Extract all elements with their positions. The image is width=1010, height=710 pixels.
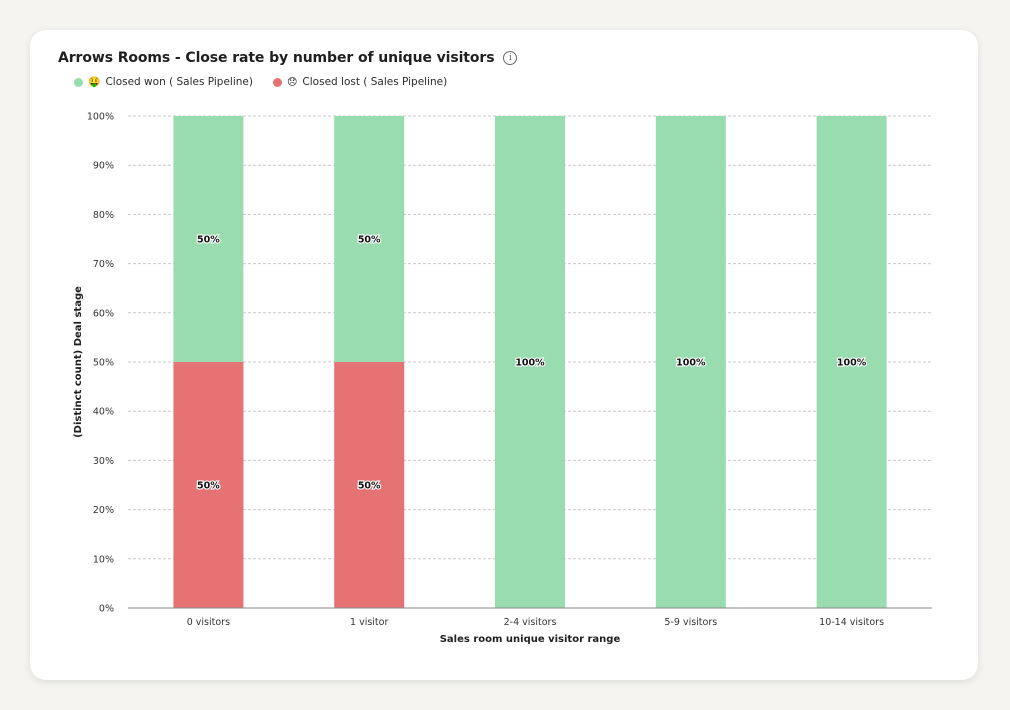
data-label: 50% [358, 481, 381, 492]
x-tick-label: 2-4 visitors [504, 617, 557, 628]
y-tick-label: 30% [93, 456, 114, 467]
legend-swatch-closed-lost [272, 77, 282, 87]
x-tick-label: 5-9 visitors [664, 617, 717, 628]
x-tick-label: 0 visitors [187, 617, 230, 628]
y-axis-label: (Distinct count) Deal stage [73, 286, 84, 438]
bar-segment[interactable] [655, 116, 726, 608]
y-tick-label: 80% [93, 210, 114, 221]
bar-segment[interactable] [173, 116, 244, 362]
bar-segment[interactable] [334, 362, 405, 608]
bar-segment[interactable] [816, 116, 887, 608]
x-tick-label: 10-14 visitors [819, 617, 884, 628]
data-label: 50% [197, 235, 220, 246]
y-tick-label: 100% [87, 112, 114, 123]
data-label: 100% [676, 358, 706, 369]
y-tick-label: 10% [93, 554, 114, 565]
data-label: 50% [358, 235, 381, 246]
disappointed-face-icon: 😞 [286, 76, 298, 88]
y-tick-label: 20% [93, 505, 114, 516]
y-tick-label: 40% [93, 407, 114, 418]
bar-segment[interactable] [334, 116, 405, 362]
x-tick-label: 1 visitor [350, 617, 388, 628]
bar-segment[interactable] [495, 116, 565, 608]
money-face-icon: 🤑 [88, 76, 101, 88]
legend-label-closed-lost: Closed lost ( Sales Pipeline) [302, 76, 448, 88]
legend-item-closed-won[interactable]: 🤑 Closed won ( Sales Pipeline) [74, 76, 253, 88]
y-tick-label: 60% [93, 308, 114, 319]
data-label: 100% [515, 358, 545, 369]
legend-item-closed-lost[interactable]: 😞 Closed lost ( Sales Pipeline) [272, 76, 448, 88]
chart-legend: 🤑 Closed won ( Sales Pipeline) 😞 Closed … [74, 76, 447, 88]
y-tick-label: 50% [93, 358, 114, 369]
bar-segment[interactable] [173, 362, 244, 608]
y-tick-label: 90% [93, 161, 114, 172]
legend-swatch-closed-won [74, 77, 83, 87]
data-label: 100% [837, 358, 867, 369]
x-axis-label: Sales room unique visitor range [440, 634, 621, 645]
chart-header: Arrows Rooms - Close rate by number of u… [58, 50, 518, 66]
y-tick-label: 0% [99, 604, 114, 615]
chart-title: Arrows Rooms - Close rate by number of u… [58, 50, 495, 66]
info-icon[interactable]: i [503, 51, 518, 65]
data-label: 50% [197, 481, 220, 492]
legend-label-closed-won: Closed won ( Sales Pipeline) [105, 76, 253, 88]
y-tick-label: 70% [93, 259, 114, 270]
